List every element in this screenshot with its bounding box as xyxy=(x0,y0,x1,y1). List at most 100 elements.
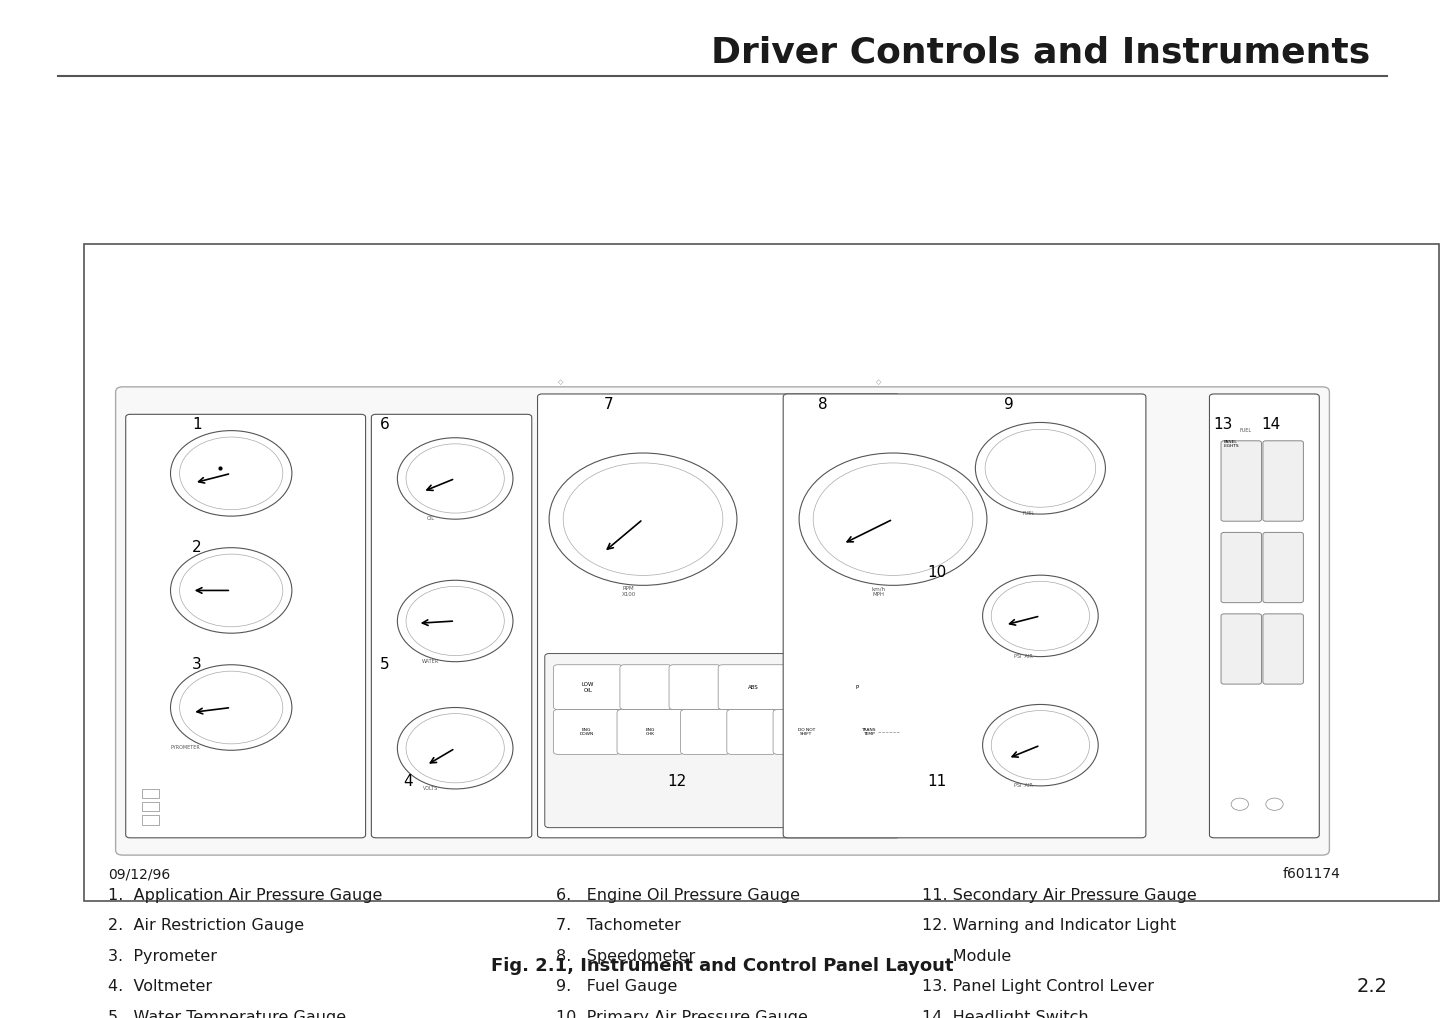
Circle shape xyxy=(549,453,737,585)
Circle shape xyxy=(991,711,1090,780)
FancyBboxPatch shape xyxy=(783,394,1146,838)
Text: 1: 1 xyxy=(192,417,202,433)
Circle shape xyxy=(171,548,292,633)
Text: DO NOT
SHIFT: DO NOT SHIFT xyxy=(798,728,815,736)
Circle shape xyxy=(397,708,513,789)
Text: 2.  Air Restriction Gauge: 2. Air Restriction Gauge xyxy=(108,918,305,934)
Text: PSI  AIR: PSI AIR xyxy=(1014,654,1032,659)
Text: 9.   Fuel Gauge: 9. Fuel Gauge xyxy=(556,979,678,995)
Text: km/h
MPH: km/h MPH xyxy=(871,586,886,598)
Text: 8.   Speedometer: 8. Speedometer xyxy=(556,949,695,964)
FancyBboxPatch shape xyxy=(1221,441,1261,521)
FancyBboxPatch shape xyxy=(773,710,840,754)
Text: 13: 13 xyxy=(1214,417,1233,433)
Circle shape xyxy=(814,463,972,575)
Text: VOLTS: VOLTS xyxy=(423,786,438,791)
FancyBboxPatch shape xyxy=(1209,394,1319,838)
Text: Fig. 2.1, Instrument and Control Panel Layout: Fig. 2.1, Instrument and Control Panel L… xyxy=(491,957,954,975)
FancyBboxPatch shape xyxy=(126,414,366,838)
Circle shape xyxy=(406,444,504,513)
Circle shape xyxy=(983,575,1098,657)
Text: 7: 7 xyxy=(604,397,614,412)
Text: 4: 4 xyxy=(403,774,413,789)
Text: f601174: f601174 xyxy=(1283,867,1341,882)
Circle shape xyxy=(799,453,987,585)
Circle shape xyxy=(406,714,504,783)
Text: PANEL
LIGHTS: PANEL LIGHTS xyxy=(1224,440,1240,448)
Text: 09/12/96: 09/12/96 xyxy=(108,867,171,882)
Circle shape xyxy=(564,463,722,575)
FancyBboxPatch shape xyxy=(1221,614,1261,684)
FancyBboxPatch shape xyxy=(371,414,532,838)
Text: ABS: ABS xyxy=(747,685,759,689)
FancyBboxPatch shape xyxy=(1263,532,1303,603)
Text: P: P xyxy=(855,685,858,689)
Text: 14: 14 xyxy=(1261,417,1280,433)
Bar xyxy=(142,802,159,811)
Text: ◇: ◇ xyxy=(876,379,881,385)
Text: 13. Panel Light Control Lever: 13. Panel Light Control Lever xyxy=(922,979,1155,995)
Circle shape xyxy=(1266,798,1283,810)
FancyBboxPatch shape xyxy=(553,710,620,754)
FancyBboxPatch shape xyxy=(681,710,730,754)
Text: 3: 3 xyxy=(192,657,202,672)
Text: PYROMETER: PYROMETER xyxy=(171,745,201,750)
Text: FUEL: FUEL xyxy=(1023,511,1035,516)
Text: OIL: OIL xyxy=(426,516,435,521)
Text: ENG
DOWN: ENG DOWN xyxy=(579,728,594,736)
Text: TRANS
TEMP: TRANS TEMP xyxy=(861,728,876,736)
FancyBboxPatch shape xyxy=(620,665,672,710)
Text: WATER: WATER xyxy=(422,659,439,664)
FancyBboxPatch shape xyxy=(727,710,776,754)
Text: 5: 5 xyxy=(380,657,390,672)
Text: 5.  Water Temperature Gauge: 5. Water Temperature Gauge xyxy=(108,1010,347,1018)
Circle shape xyxy=(991,581,1090,651)
FancyBboxPatch shape xyxy=(553,665,623,710)
Text: 10: 10 xyxy=(928,565,946,580)
Text: 12: 12 xyxy=(668,774,686,789)
Circle shape xyxy=(983,704,1098,786)
Circle shape xyxy=(397,438,513,519)
FancyBboxPatch shape xyxy=(669,665,721,710)
FancyBboxPatch shape xyxy=(1221,532,1261,603)
Text: 7.   Tachometer: 7. Tachometer xyxy=(556,918,681,934)
Circle shape xyxy=(985,430,1095,507)
Bar xyxy=(142,815,159,825)
Circle shape xyxy=(975,422,1105,514)
Circle shape xyxy=(179,554,283,627)
Text: 6.   Engine Oil Pressure Gauge: 6. Engine Oil Pressure Gauge xyxy=(556,888,801,903)
Circle shape xyxy=(397,580,513,662)
FancyBboxPatch shape xyxy=(545,654,893,828)
FancyBboxPatch shape xyxy=(785,665,840,710)
Text: ◇: ◇ xyxy=(558,379,564,385)
FancyBboxPatch shape xyxy=(1263,441,1303,521)
FancyBboxPatch shape xyxy=(617,710,683,754)
Text: 12. Warning and Indicator Light: 12. Warning and Indicator Light xyxy=(922,918,1176,934)
Text: 2.2: 2.2 xyxy=(1357,976,1387,996)
Text: Driver Controls and Instruments: Driver Controls and Instruments xyxy=(711,36,1370,69)
Circle shape xyxy=(1231,798,1248,810)
Text: 2: 2 xyxy=(192,540,202,555)
Text: 10. Primary Air Pressure Gauge: 10. Primary Air Pressure Gauge xyxy=(556,1010,808,1018)
Text: 11. Secondary Air Pressure Gauge: 11. Secondary Air Pressure Gauge xyxy=(922,888,1196,903)
Text: FUEL: FUEL xyxy=(1240,428,1251,433)
Circle shape xyxy=(179,437,283,510)
Text: Module: Module xyxy=(922,949,1011,964)
Circle shape xyxy=(179,671,283,744)
FancyBboxPatch shape xyxy=(837,665,877,710)
FancyBboxPatch shape xyxy=(718,665,788,710)
Circle shape xyxy=(171,431,292,516)
Circle shape xyxy=(406,586,504,656)
Circle shape xyxy=(171,665,292,750)
Text: 6: 6 xyxy=(380,417,390,433)
Text: 3.  Pyrometer: 3. Pyrometer xyxy=(108,949,217,964)
FancyBboxPatch shape xyxy=(1263,614,1303,684)
Text: LOW
OIL: LOW OIL xyxy=(582,682,594,692)
Text: RPM
X100: RPM X100 xyxy=(621,586,636,598)
Text: 4.  Voltmeter: 4. Voltmeter xyxy=(108,979,212,995)
Text: 14. Headlight Switch: 14. Headlight Switch xyxy=(922,1010,1088,1018)
FancyBboxPatch shape xyxy=(538,394,900,838)
FancyBboxPatch shape xyxy=(837,710,900,754)
Bar xyxy=(84,244,1439,901)
Text: 8: 8 xyxy=(818,397,828,412)
